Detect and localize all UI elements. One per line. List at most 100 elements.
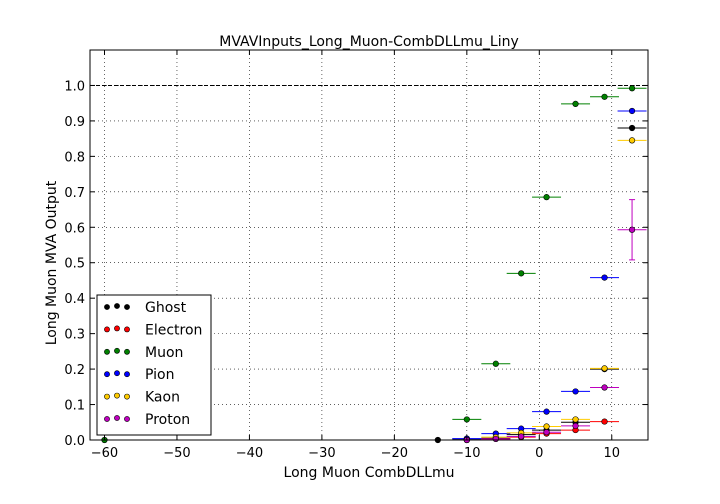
legend-label: Electron	[145, 322, 202, 338]
legend-marker	[104, 371, 110, 378]
x-tick-label: −20	[381, 446, 408, 461]
data-marker	[601, 418, 608, 425]
data-marker	[518, 270, 525, 277]
data-marker	[628, 124, 636, 132]
data-point	[617, 107, 647, 115]
data-point	[532, 408, 562, 415]
series-muon	[101, 85, 647, 444]
data-point	[561, 416, 591, 423]
y-tick-label: 0.8	[64, 150, 85, 165]
data-point	[532, 429, 562, 436]
x-tick-label: 10	[603, 446, 620, 461]
legend-label: Ghost	[145, 300, 187, 316]
data-marker	[628, 137, 636, 144]
data-point	[590, 274, 620, 281]
y-axis-label: Long Muon MVA Output	[44, 180, 60, 345]
data-point	[617, 137, 647, 144]
legend-marker	[104, 393, 110, 400]
legend-marker	[124, 326, 130, 333]
legend-box	[96, 294, 212, 436]
data-marker	[492, 360, 499, 367]
legend-entry-ghost: Ghost	[104, 300, 187, 316]
y-tick-label: 0.2	[64, 363, 85, 378]
x-tick-label: −10	[453, 446, 480, 461]
data-marker	[518, 433, 525, 440]
data-point	[561, 388, 591, 395]
x-tick-label: −60	[91, 446, 118, 461]
data-marker	[572, 416, 579, 423]
data-marker	[601, 365, 608, 372]
x-axis-label: Long Muon CombDLLmu	[284, 465, 455, 481]
data-point	[481, 360, 511, 367]
data-point	[506, 270, 536, 277]
legend-marker	[114, 303, 120, 309]
data-marker	[628, 226, 636, 233]
legend-marker	[104, 348, 110, 355]
data-point	[590, 418, 620, 425]
data-marker	[543, 194, 550, 201]
x-tick-label: 0	[535, 446, 543, 461]
legend-marker	[114, 347, 120, 354]
data-marker	[543, 408, 550, 415]
data-point	[590, 384, 620, 391]
data-marker	[543, 429, 550, 436]
y-tick-label: 0.0	[64, 434, 85, 449]
legend-marker	[124, 393, 130, 400]
legend-marker	[114, 415, 120, 421]
x-tick-label: −50	[163, 446, 190, 461]
legend-marker	[124, 348, 130, 355]
plot-frame	[89, 49, 649, 441]
data-marker	[601, 274, 608, 281]
data-marker	[628, 85, 636, 92]
y-tick-label: 0.9	[64, 115, 85, 130]
y-tick-label: 0.6	[64, 221, 85, 236]
data-marker	[572, 388, 579, 395]
data-marker	[628, 107, 636, 115]
legend-label: Kaon	[145, 390, 180, 406]
legend-marker	[124, 371, 130, 378]
legend-marker	[104, 326, 110, 333]
y-tick-label: 0.1	[64, 399, 85, 414]
data-point	[617, 85, 647, 92]
data-marker	[543, 423, 550, 430]
chart-title: MVAVInputs_Long_Muon-CombDLLmu_Liny	[219, 34, 519, 50]
data-point	[590, 365, 620, 372]
data-point	[617, 199, 647, 261]
data-point	[506, 433, 536, 440]
y-tick-label: 0.3	[64, 328, 85, 343]
legend-entry-kaon: Kaon	[104, 390, 180, 406]
data-point	[561, 422, 591, 429]
legend-label: Pion	[145, 367, 174, 383]
legend-label: Muon	[145, 345, 183, 361]
y-tick-label: 1.0	[64, 79, 85, 94]
data-point	[561, 100, 591, 107]
legend-marker	[114, 370, 120, 377]
data-point	[590, 93, 620, 100]
legend-entry-pion: Pion	[104, 367, 174, 383]
data-point	[617, 124, 647, 132]
legend-entry-muon: Muon	[104, 345, 183, 361]
legend-label: Proton	[145, 412, 190, 428]
legend-marker	[124, 304, 130, 310]
data-marker	[492, 435, 499, 443]
axes: −60 −50 −40 −30 −20 −10 0 10 0.0 0.1 0.2 0.3 0.4 0.5 0…	[64, 50, 648, 461]
legend-marker	[104, 416, 110, 422]
data-marker	[463, 416, 470, 423]
y-tick-label: 0.4	[64, 292, 85, 307]
legend-marker	[114, 325, 120, 332]
legend-marker	[124, 416, 130, 422]
x-tick-label: −30	[308, 446, 335, 461]
data-point	[452, 416, 482, 423]
data-marker	[572, 422, 579, 429]
x-tick-label: −40	[236, 446, 263, 461]
legend-entry-proton: Proton	[104, 412, 190, 428]
data-point	[532, 194, 562, 201]
y-tick-label: 0.5	[64, 257, 85, 272]
legend-marker	[114, 392, 120, 399]
data-marker	[601, 93, 608, 100]
y-tick-label: 0.7	[64, 186, 85, 201]
legend-marker	[104, 304, 110, 310]
data-marker	[601, 384, 608, 391]
legend: Ghost Electron Muon Pion Kaon Proton	[96, 294, 212, 436]
